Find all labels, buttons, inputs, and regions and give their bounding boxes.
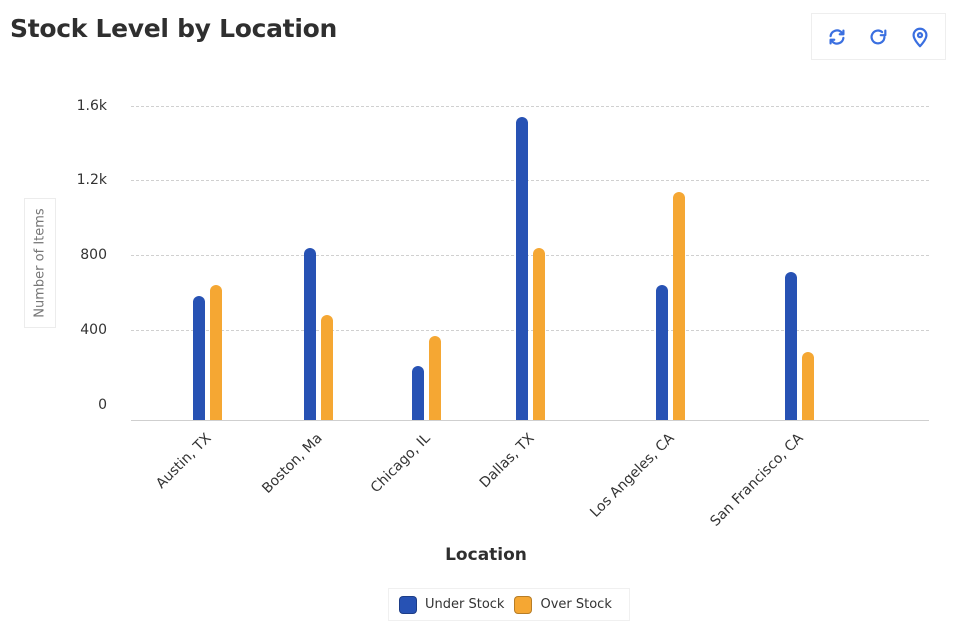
grid-line: [131, 180, 929, 182]
sync-button[interactable]: [823, 23, 851, 51]
chart-toolbar: [811, 13, 946, 60]
y-tick-label: 1.6k: [76, 97, 107, 114]
legend-item-under-stock[interactable]: Under Stock: [399, 595, 505, 614]
x-tick-label: Chicago, IL: [367, 430, 434, 497]
bar-over-stock[interactable]: [210, 285, 222, 420]
y-tick-label: 400: [80, 322, 107, 338]
bar-under-stock[interactable]: [656, 285, 668, 420]
legend-label: Under Stock: [425, 597, 505, 612]
grid-line: [131, 105, 929, 107]
legend-label: Over Stock: [540, 597, 612, 612]
legend: Under Stock Over Stock: [388, 588, 630, 621]
bar-under-stock[interactable]: [412, 365, 424, 420]
y-tick-label: 800: [80, 247, 107, 264]
grid-line: [131, 255, 929, 257]
legend-item-over-stock[interactable]: Over Stock: [514, 595, 612, 614]
sync-icon: [829, 28, 845, 45]
y-axis-title-box: [24, 198, 56, 328]
under-stock-swatch: [399, 595, 417, 614]
refresh-icon: [870, 28, 887, 44]
x-axis-line: [131, 420, 929, 421]
x-axis-title: Location: [445, 545, 527, 565]
grid-line: [131, 330, 929, 331]
bar-over-stock[interactable]: [802, 352, 814, 420]
y-tick-label: 1.2k: [76, 172, 107, 189]
x-tick-label: Austin, TX: [153, 430, 215, 492]
bar-under-stock[interactable]: [516, 116, 528, 420]
x-tick-label: Los Angeles, CA: [587, 430, 678, 521]
x-tick-label: Boston, Ma: [259, 430, 326, 497]
bar-under-stock[interactable]: [193, 296, 205, 420]
location-pin-icon: [912, 27, 928, 47]
refresh-button[interactable]: [864, 23, 892, 51]
over-stock-swatch: [514, 595, 533, 614]
bar-over-stock[interactable]: [533, 247, 545, 420]
chart-title: Stock Level by Location: [10, 14, 337, 43]
bar-over-stock[interactable]: [321, 315, 333, 420]
bar-over-stock[interactable]: [673, 191, 685, 420]
y-tick-label: 0: [98, 396, 107, 413]
bar-over-stock[interactable]: [429, 335, 441, 420]
bar-under-stock[interactable]: [304, 247, 316, 420]
x-tick-label: San Francisco, CA: [707, 430, 807, 530]
bar-under-stock[interactable]: [785, 272, 797, 420]
x-tick-label: Dallas, TX: [476, 430, 538, 492]
y-axis-title: Number of Items: [32, 208, 48, 318]
location-button[interactable]: [906, 23, 934, 51]
